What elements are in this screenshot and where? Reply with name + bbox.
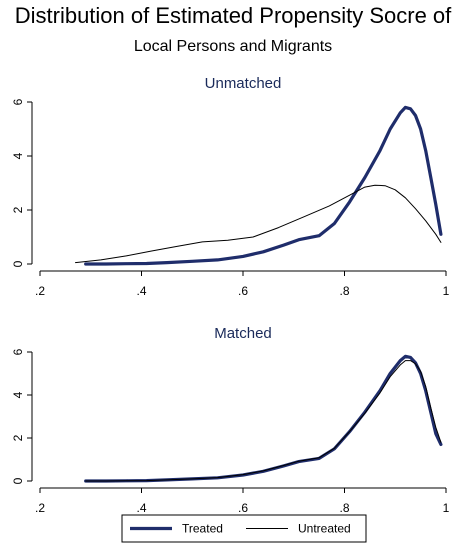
panel-2-title: Matched bbox=[214, 325, 272, 342]
panel-1-x-tick-label-0: .2 bbox=[35, 284, 45, 298]
panel-2-y-tick-label-3: 6 bbox=[11, 348, 25, 355]
panel-1-series-treated-line bbox=[84, 105, 443, 266]
chart-subtitle: Local Persons and Migrants bbox=[133, 38, 333, 55]
panel-1-series-untreated-line bbox=[75, 184, 442, 264]
panel-1-y-tick-label-2: 4 bbox=[11, 152, 25, 159]
legend-label-treated: Treated bbox=[182, 522, 223, 536]
panel-1-title: Unmatched bbox=[205, 75, 282, 92]
panel-1-y-tick-label-1: 2 bbox=[11, 206, 25, 213]
panel-1-x-tick-label-1: .4 bbox=[136, 284, 146, 298]
panel-2-x-tick-label-4: 1 bbox=[443, 501, 450, 515]
panel-2-y-tick-label-2: 4 bbox=[11, 391, 25, 398]
panel-1-x-tick-label-4: 1 bbox=[443, 284, 450, 298]
panel-2-x-tick-label-1: .4 bbox=[136, 501, 146, 515]
panel-1-x-tick-label-2: .6 bbox=[238, 284, 248, 298]
panel-1-x-tick-label-3: .8 bbox=[339, 284, 349, 298]
panel-2-y-tick-label-0: 0 bbox=[11, 477, 25, 484]
legend-label-untreated: Untreated bbox=[298, 522, 351, 536]
panel-2-series-untreated-line bbox=[85, 360, 442, 482]
panel-1-y-tick-label-0: 0 bbox=[11, 260, 25, 267]
chart-title: Distribution of Estimated Propensity Soc… bbox=[14, 3, 452, 28]
panel-2-x-tick-label-2: .6 bbox=[238, 501, 248, 515]
panel-2-series-treated-line bbox=[84, 354, 443, 483]
panel-2-x-tick-label-3: .8 bbox=[339, 501, 349, 515]
panel-2-x-tick-label-0: .2 bbox=[35, 501, 45, 515]
panel-1-y-tick-label-3: 6 bbox=[11, 98, 25, 105]
panel-2-y-tick-label-1: 2 bbox=[11, 434, 25, 441]
